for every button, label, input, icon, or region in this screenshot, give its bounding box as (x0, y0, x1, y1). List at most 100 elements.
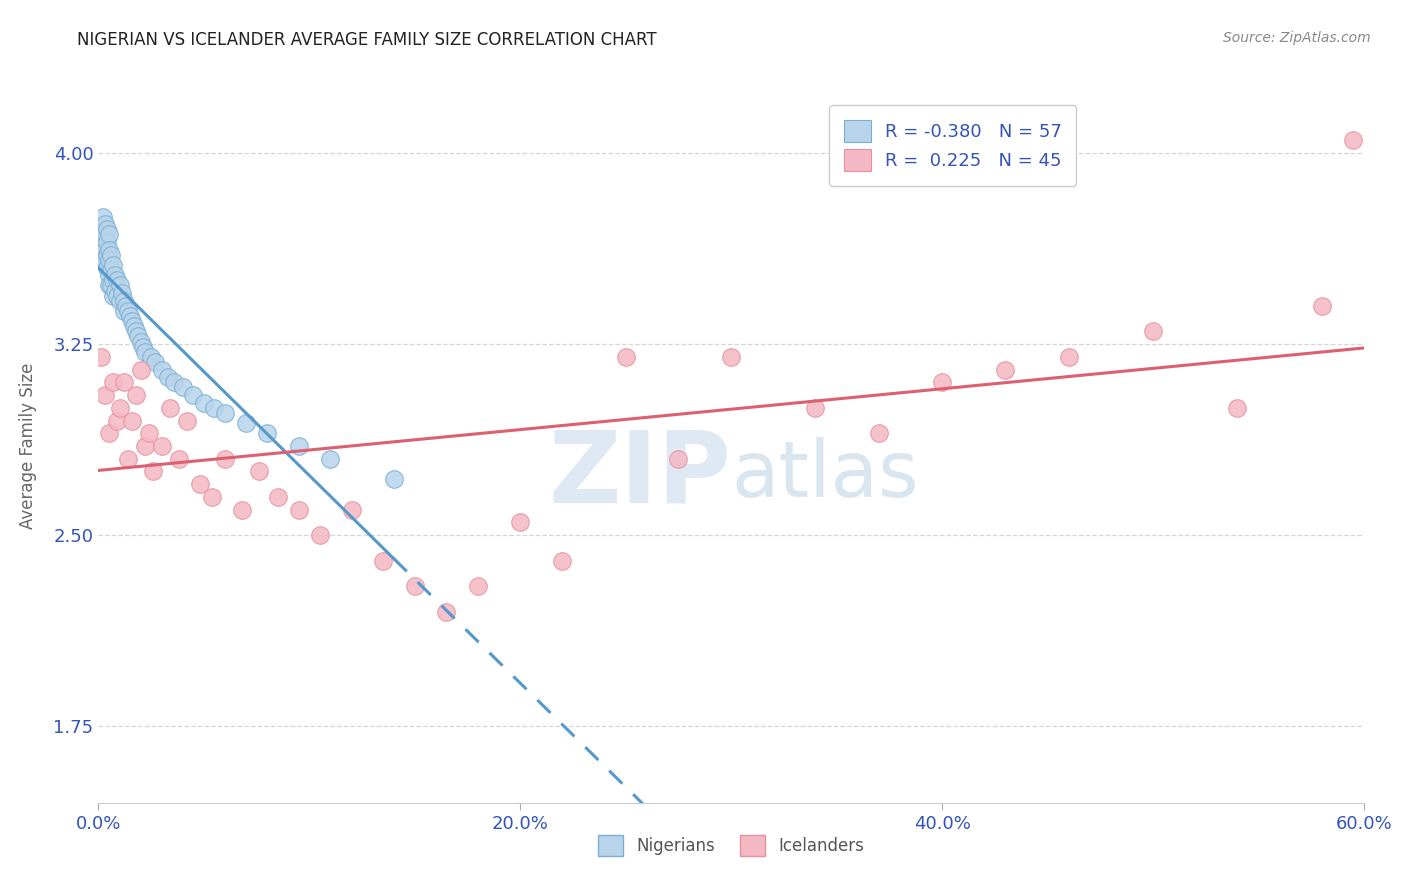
Point (382, 472, 405, 486)
Legend: Nigerians, Icelanders: Nigerians, Icelanders (592, 829, 870, 863)
Point (371, 554, 394, 568)
Point (90, 248, 112, 262)
Point (108, 293, 131, 308)
Point (112, 376, 135, 390)
Point (121, 314, 143, 328)
Point (159, 401, 181, 415)
Point (104, 284, 127, 298)
Point (117, 451, 139, 466)
Point (121, 413, 143, 427)
Point (141, 350, 163, 364)
Text: NIGERIAN VS ICELANDER AVERAGE FAMILY SIZE CORRELATION CHART: NIGERIAN VS ICELANDER AVERAGE FAMILY SIZ… (77, 31, 657, 49)
Point (124, 319, 146, 334)
Point (93, 252, 117, 267)
Point (868, 426, 890, 441)
Point (214, 451, 236, 466)
Point (98, 426, 121, 441)
Point (93, 388, 117, 402)
Point (614, 350, 637, 364)
Point (214, 406, 236, 420)
Point (103, 288, 125, 302)
Point (1226, 401, 1249, 415)
Point (128, 329, 150, 343)
Point (163, 376, 186, 390)
Point (125, 388, 148, 402)
Point (129, 362, 152, 376)
Point (201, 490, 224, 504)
Point (256, 426, 278, 441)
Point (666, 451, 689, 466)
Point (112, 293, 135, 308)
Text: atlas: atlas (731, 436, 918, 513)
Point (103, 258, 125, 272)
Point (204, 401, 226, 415)
Point (309, 528, 332, 542)
Point (96, 248, 118, 262)
Point (188, 477, 211, 491)
Point (96, 222, 118, 236)
Point (145, 355, 166, 369)
Point (93, 217, 117, 231)
Point (167, 451, 190, 466)
Point (90, 350, 112, 364)
Point (91, 235, 114, 249)
Point (172, 380, 194, 394)
Point (129, 334, 152, 349)
Point (91, 210, 114, 224)
Point (247, 465, 270, 479)
Point (804, 401, 827, 415)
Point (90, 222, 112, 236)
Point (100, 248, 122, 262)
Point (267, 490, 290, 504)
Point (509, 516, 531, 530)
Point (107, 413, 129, 427)
Point (103, 376, 125, 390)
Point (319, 451, 342, 466)
Point (150, 362, 173, 376)
Point (1142, 324, 1164, 338)
Point (125, 324, 148, 338)
Point (93, 227, 117, 242)
Point (115, 299, 138, 313)
Point (183, 388, 205, 402)
Point (134, 439, 156, 453)
Point (467, 579, 489, 593)
Point (103, 273, 125, 287)
Point (157, 370, 180, 384)
Point (720, 350, 742, 364)
Point (108, 278, 131, 293)
Point (100, 263, 122, 277)
Point (117, 304, 139, 318)
Point (107, 288, 129, 302)
Point (931, 376, 953, 390)
Text: ZIP: ZIP (548, 426, 731, 523)
Point (142, 465, 165, 479)
Point (235, 416, 257, 430)
Point (96, 260, 118, 275)
Point (231, 502, 253, 516)
Point (98, 252, 121, 267)
Point (287, 502, 309, 516)
Point (1343, 133, 1365, 147)
Point (98, 268, 121, 283)
Point (340, 502, 363, 516)
Point (287, 439, 309, 453)
Point (132, 340, 155, 354)
Point (112, 304, 135, 318)
Point (404, 579, 426, 593)
Point (104, 268, 127, 283)
Point (96, 235, 118, 249)
Point (120, 309, 141, 323)
Point (193, 395, 215, 409)
Point (107, 273, 129, 287)
Point (108, 401, 131, 415)
Point (176, 413, 198, 427)
Point (93, 243, 117, 257)
Point (134, 344, 156, 359)
Point (138, 426, 160, 441)
Point (100, 278, 122, 293)
Point (98, 278, 121, 293)
Point (436, 605, 458, 619)
Point (150, 439, 173, 453)
Point (98, 227, 121, 242)
